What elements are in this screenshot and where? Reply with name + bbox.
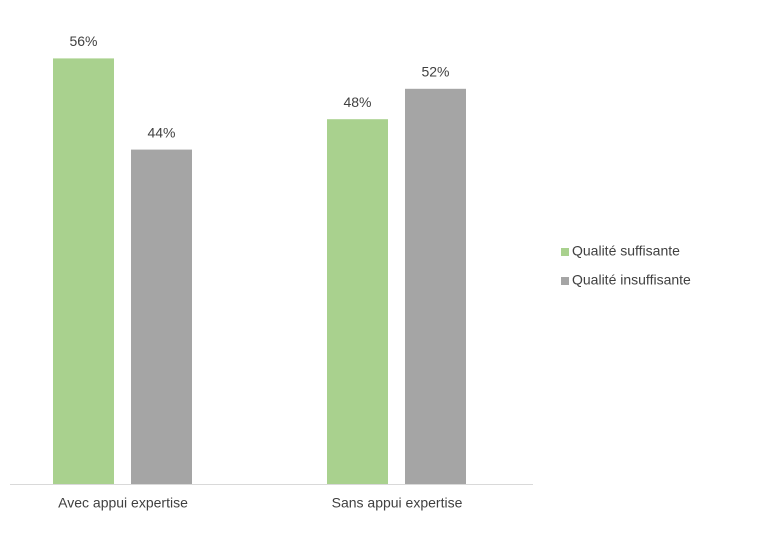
bar bbox=[327, 119, 388, 484]
value-label: 56% bbox=[69, 33, 97, 49]
x-tick-label: Avec appui expertise bbox=[58, 495, 188, 511]
value-label: 44% bbox=[147, 124, 175, 140]
legend-label: Qualité suffisante bbox=[572, 243, 680, 259]
legend-label: Qualité insuffisante bbox=[572, 272, 691, 288]
legend-swatch bbox=[561, 277, 569, 285]
value-label: 48% bbox=[343, 94, 371, 110]
legend-swatch bbox=[561, 248, 569, 256]
x-tick-label: Sans appui expertise bbox=[332, 495, 463, 511]
value-label: 52% bbox=[421, 64, 449, 80]
bar bbox=[53, 58, 114, 485]
bar bbox=[131, 149, 192, 484]
bar bbox=[405, 88, 466, 485]
